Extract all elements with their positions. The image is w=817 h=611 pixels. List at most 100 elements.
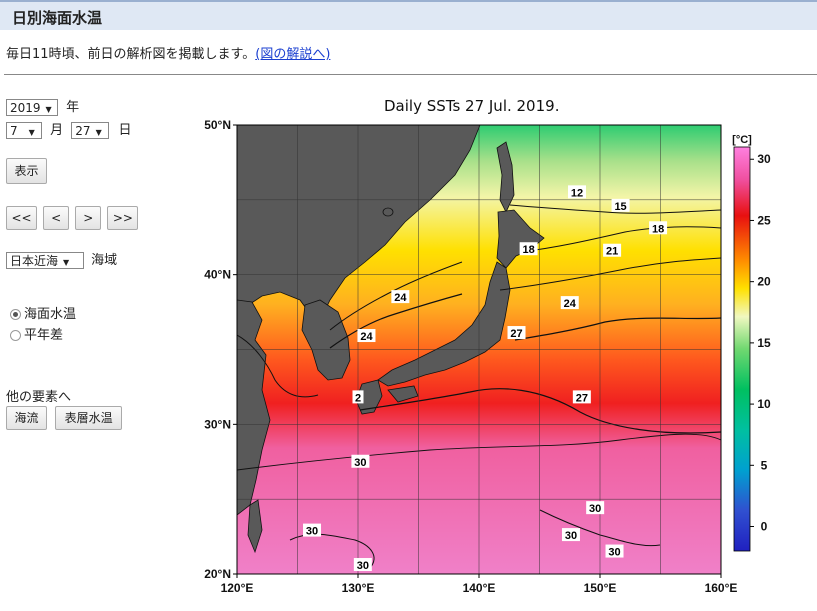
y-tick-label: 40°N	[204, 268, 231, 282]
contour-label: 12	[571, 187, 583, 199]
prev-button[interactable]: <	[43, 206, 70, 230]
contour-label: 2	[355, 392, 361, 404]
contour-label: 24	[360, 331, 373, 343]
next-button[interactable]: >	[75, 206, 102, 230]
x-tick-label: 150°E	[584, 581, 617, 595]
contour-label: 18	[522, 244, 534, 256]
contour-label: 30	[354, 457, 366, 469]
contour-label-box	[352, 390, 364, 404]
chevron-down-icon: ▼	[45, 105, 52, 114]
isotherm-contour	[519, 226, 721, 253]
contour-label: 21	[606, 246, 618, 258]
contour-label: 30	[589, 503, 601, 515]
x-tick-label: 130°E	[342, 581, 375, 595]
last-button[interactable]: >>	[107, 206, 139, 230]
contour-label-box	[353, 558, 372, 572]
contour-label: 18	[652, 223, 664, 235]
chevron-down-icon: ▼	[95, 128, 102, 137]
shikoku-island	[387, 385, 419, 403]
contour-label-box	[303, 523, 322, 537]
china-coast	[237, 299, 271, 516]
colorbar-tick-label: 20	[757, 275, 771, 289]
isotherm-contour	[499, 257, 721, 291]
region-select[interactable]: 日本近海 ▼	[6, 252, 84, 269]
x-tick-label: 160°E	[705, 581, 738, 595]
chevron-down-icon: ▼	[28, 128, 35, 137]
radio-sst[interactable]	[10, 309, 21, 320]
contour-label-box	[568, 185, 587, 199]
contour-label: 27	[576, 392, 588, 404]
chevron-down-icon: ▼	[63, 258, 70, 267]
honshu-island	[377, 261, 511, 387]
contour-label-box	[605, 544, 624, 558]
y-tick-label: 30°N	[204, 417, 231, 431]
other-elements-label: 他の要素へ	[6, 390, 72, 405]
region-unit-label: 海域	[91, 253, 118, 268]
show-button[interactable]: 表示	[6, 158, 47, 184]
colorbar	[733, 146, 751, 552]
contour-label-box	[357, 329, 376, 343]
radio-anomaly-label: 平年差	[24, 328, 64, 343]
contour-label-box	[561, 528, 580, 542]
isotherm-contour	[359, 388, 721, 434]
contour-label: 30	[357, 560, 369, 572]
surface-temp-button[interactable]: 表層水温	[55, 406, 123, 430]
page-title: 日別海面水温	[12, 9, 103, 27]
radio-anomaly[interactable]	[10, 330, 21, 341]
contour-label-box	[519, 242, 538, 256]
colorbar-tick-label: 30	[757, 152, 771, 166]
month-unit-label: 月	[50, 123, 64, 138]
x-tick-label: 120°E	[221, 581, 254, 595]
isotherm-contour	[237, 334, 319, 398]
current-button[interactable]: 海流	[6, 406, 47, 430]
year-select[interactable]: 2019 ▼	[6, 99, 58, 116]
day-select[interactable]: 27 ▼	[71, 122, 110, 139]
isotherm-contour	[514, 317, 721, 341]
contour-label-box	[586, 501, 605, 515]
isotherm-contour	[237, 433, 721, 471]
sakhalin-island	[496, 141, 515, 213]
radio-sst-label: 海面水温	[24, 307, 77, 322]
intro-description: 毎日11時頃、前日の解析図を掲載します。	[6, 47, 256, 62]
contour-label: 30	[565, 530, 577, 542]
map-gridlines	[237, 125, 721, 574]
contour-labels: 12 15 18 18 21 24 24 24 27 27 2 30 30 30 30 30 30	[303, 185, 668, 572]
contour-label: 30	[608, 547, 620, 559]
colorbar-tick-label: 10	[757, 397, 771, 411]
korea-peninsula	[301, 299, 351, 381]
contour-label: 27	[510, 328, 522, 340]
contour-label-box	[603, 243, 622, 257]
page-header: 日別海面水温	[0, 0, 817, 30]
colorbar-tick-label: 0	[761, 520, 768, 534]
isotherm-contour	[329, 261, 463, 331]
isotherm-contour	[509, 204, 721, 214]
contour-label-box	[611, 198, 630, 212]
year-unit-label: 年	[66, 100, 80, 115]
day-unit-label: 日	[118, 123, 132, 138]
colorbar-tick-label: 15	[757, 336, 771, 350]
contour-label: 30	[306, 526, 318, 538]
colorbar-tick-label: 25	[757, 213, 771, 227]
contour-label-box	[572, 390, 591, 404]
explanation-link[interactable]: (図の解説へ)	[255, 47, 331, 62]
chart-title: Daily SSTs 27 Jul. 2019.	[384, 97, 560, 115]
colorbar-tick-label: 5	[761, 458, 768, 472]
contour-label: 24	[394, 292, 407, 304]
contour-label-box	[351, 454, 370, 468]
taiwan-island	[247, 499, 263, 554]
contour-label-box	[391, 290, 410, 304]
contour-label: 15	[614, 201, 626, 213]
first-button[interactable]: <<	[6, 206, 37, 230]
month-select[interactable]: 7 ▼	[6, 122, 42, 139]
y-tick-label: 50°N	[204, 118, 231, 132]
x-tick-label: 140°E	[463, 581, 496, 595]
contour-label-box	[507, 326, 526, 340]
isotherm-contour	[329, 293, 463, 349]
y-tick-label: 20°N	[204, 567, 231, 581]
contour-label-box	[560, 296, 579, 310]
contour-label: 24	[564, 298, 577, 310]
colorbar-ticks: 30 25 20 15 10 5 0	[750, 152, 771, 534]
map-axes: 120°E 130°E 140°E 150°E 160°E 50°N 40°N 30°N 20°…	[204, 118, 737, 595]
contour-label-box	[649, 221, 668, 235]
